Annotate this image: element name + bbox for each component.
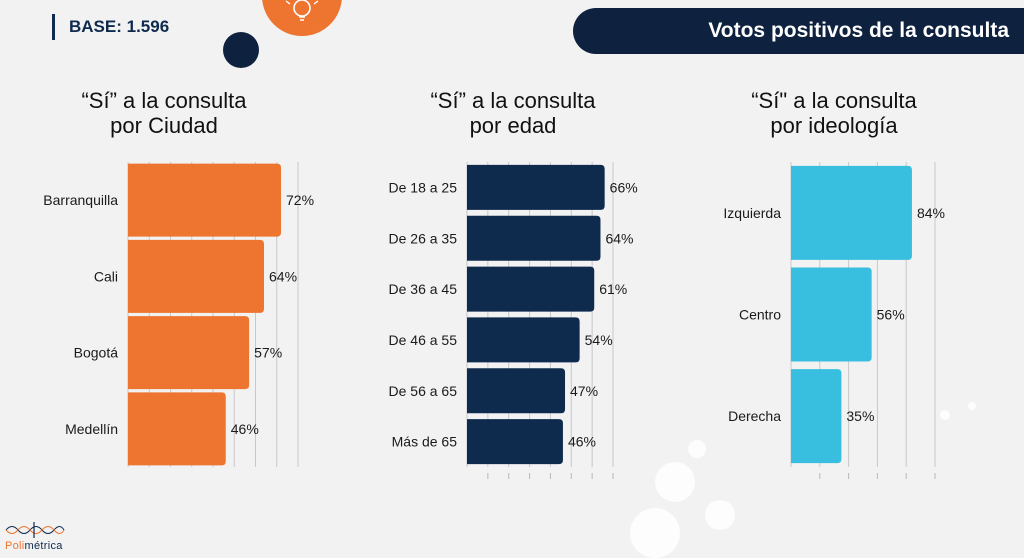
category-label: De 46 a 55 (389, 332, 458, 348)
base-count: BASE: 1.596 (52, 14, 169, 40)
lightbulb-icon (285, 0, 319, 21)
decor-bubble (655, 462, 695, 502)
data-label: 64% (269, 268, 297, 284)
bar (467, 368, 566, 414)
category-label: De 26 a 35 (389, 230, 458, 246)
data-label: 72% (286, 192, 314, 208)
decor-bubble (630, 508, 680, 558)
bar (791, 165, 912, 260)
chart-title-line: por ideología (770, 113, 898, 138)
header-circle-orange (262, 0, 342, 36)
category-label: Barranquilla (43, 192, 118, 208)
decor-bubble (705, 500, 735, 530)
bar (467, 419, 563, 465)
bar (128, 392, 226, 466)
chart-title-line: “Sí” a la consulta (81, 88, 247, 113)
bar (467, 215, 601, 261)
data-label: 46% (231, 421, 259, 437)
decor-bubble (968, 402, 976, 410)
category-label: Cali (94, 268, 118, 284)
category-label: De 18 a 25 (389, 179, 458, 195)
category-label: Izquierda (723, 205, 781, 221)
category-label: De 36 a 45 (389, 281, 458, 297)
category-label: Derecha (728, 408, 781, 424)
data-label: 56% (877, 307, 905, 323)
data-label: 61% (599, 281, 627, 297)
decor-bubble (940, 410, 950, 420)
bar (128, 239, 264, 313)
data-label: 46% (568, 434, 596, 450)
category-label: De 56 a 65 (389, 383, 458, 399)
bar (791, 369, 842, 464)
chart-title-ideology: “Sí" a la consulta por ideología (694, 88, 974, 138)
page-title: Votos positivos de la consulta (573, 8, 1024, 54)
category-label: Centro (739, 307, 781, 323)
decor-bubble (688, 440, 706, 458)
bar (128, 163, 281, 237)
logo-text: Polimétrica (5, 540, 63, 552)
category-label: Bogotá (74, 345, 119, 361)
chart-title-line: por Ciudad (110, 113, 218, 138)
bar (467, 164, 605, 210)
chart-title-city: “Sí” a la consulta por Ciudad (24, 88, 304, 138)
logo-text-a: Poli (5, 540, 25, 552)
data-label: 57% (254, 345, 282, 361)
chart-title-line: por edad (469, 113, 557, 138)
data-label: 35% (846, 408, 874, 424)
data-label: 84% (917, 205, 945, 221)
logo-mark (5, 522, 65, 538)
category-label: Medellín (65, 421, 118, 437)
chart-title-line: “Sí” a la consulta (430, 88, 596, 113)
bar (791, 267, 872, 362)
data-label: 47% (570, 383, 598, 399)
logo-text-b: métrica (24, 540, 63, 552)
bar (467, 266, 595, 312)
data-label: 66% (610, 179, 638, 195)
bar (467, 317, 580, 363)
bar (128, 316, 250, 390)
chart-title-age: “Sí” a la consulta por edad (373, 88, 653, 138)
data-label: 54% (585, 332, 613, 348)
chart-title-line: “Sí" a la consulta (751, 88, 917, 113)
header-circle-navy (223, 32, 259, 68)
category-label: Más de 65 (392, 434, 458, 450)
data-label: 64% (605, 230, 633, 246)
